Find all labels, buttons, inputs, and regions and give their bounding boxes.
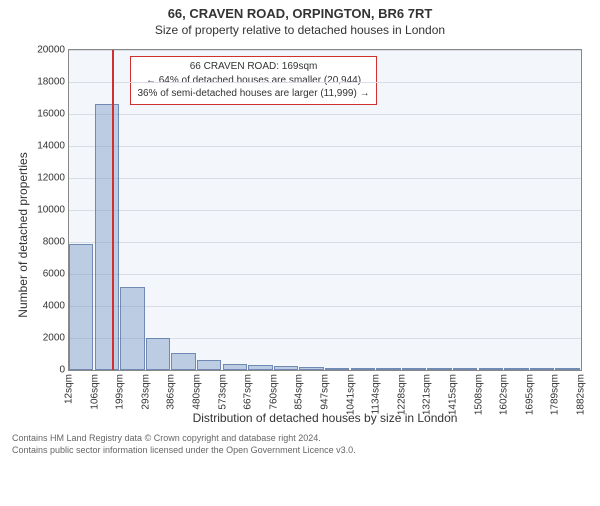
histogram-bar bbox=[197, 360, 221, 370]
chart-plot: 66 CRAVEN ROAD: 169sqm ← 64% of detached… bbox=[68, 49, 582, 371]
y-tick-label: 6000 bbox=[43, 269, 69, 280]
annotation-box: 66 CRAVEN ROAD: 169sqm ← 64% of detached… bbox=[130, 56, 376, 105]
chart-container: Number of detached properties 66 CRAVEN … bbox=[10, 45, 590, 425]
x-tick-label: 1508sqm bbox=[473, 374, 484, 415]
footer: Contains HM Land Registry data © Crown c… bbox=[12, 433, 588, 456]
y-tick-label: 14000 bbox=[37, 141, 69, 152]
histogram-bar bbox=[146, 338, 170, 370]
annotation-line1: 66 CRAVEN ROAD: 169sqm bbox=[137, 60, 369, 74]
footer-line1: Contains HM Land Registry data © Crown c… bbox=[12, 433, 588, 445]
annotation-line2: ← 64% of detached houses are smaller (20… bbox=[137, 74, 369, 88]
x-tick-label: 106sqm bbox=[89, 374, 100, 410]
histogram-bar bbox=[325, 368, 349, 370]
gridline bbox=[69, 114, 581, 115]
gridline bbox=[69, 242, 581, 243]
x-tick-label: 947sqm bbox=[320, 374, 331, 410]
histogram-bar bbox=[530, 368, 554, 370]
y-tick-label: 12000 bbox=[37, 173, 69, 184]
marker-line bbox=[112, 50, 114, 370]
histogram-bar bbox=[504, 368, 528, 370]
y-tick-label: 10000 bbox=[37, 205, 69, 216]
histogram-bar bbox=[351, 368, 375, 370]
histogram-bar bbox=[120, 287, 144, 370]
x-tick-label: 199sqm bbox=[115, 374, 126, 410]
histogram-bar bbox=[427, 368, 451, 370]
x-tick-label: 1602sqm bbox=[499, 374, 510, 415]
gridline bbox=[69, 274, 581, 275]
histogram-bar bbox=[402, 368, 426, 370]
x-axis-label: Distribution of detached houses by size … bbox=[68, 411, 582, 425]
x-tick-label: 1415sqm bbox=[448, 374, 459, 415]
x-tick-label: 12sqm bbox=[64, 374, 75, 404]
y-tick-label: 18000 bbox=[37, 77, 69, 88]
y-tick-label: 8000 bbox=[43, 237, 69, 248]
gridline bbox=[69, 306, 581, 307]
x-tick-label: 293sqm bbox=[140, 374, 151, 410]
page-title: 66, CRAVEN ROAD, ORPINGTON, BR6 7RT bbox=[0, 6, 600, 21]
x-tick-label: 760sqm bbox=[268, 374, 279, 410]
footer-line2: Contains public sector information licen… bbox=[12, 445, 588, 457]
x-tick-label: 1789sqm bbox=[550, 374, 561, 415]
x-tick-label: 1041sqm bbox=[345, 374, 356, 415]
histogram-bar bbox=[453, 368, 477, 370]
x-tick-label: 1695sqm bbox=[524, 374, 535, 415]
y-axis-label: Number of detached properties bbox=[16, 152, 30, 317]
y-tick-label: 2000 bbox=[43, 333, 69, 344]
x-tick-label: 1134sqm bbox=[371, 374, 382, 414]
annotation-line3: 36% of semi-detached houses are larger (… bbox=[137, 87, 369, 101]
gridline bbox=[69, 82, 581, 83]
histogram-bar bbox=[69, 244, 93, 370]
histogram-bar bbox=[299, 367, 323, 370]
x-tick-label: 1882sqm bbox=[576, 374, 587, 415]
histogram-bar bbox=[223, 364, 247, 370]
histogram-bar bbox=[376, 368, 400, 370]
histogram-bar bbox=[248, 365, 272, 370]
gridline bbox=[69, 50, 581, 51]
x-tick-label: 386sqm bbox=[166, 374, 177, 410]
x-tick-label: 854sqm bbox=[294, 374, 305, 410]
histogram-bar bbox=[555, 368, 579, 370]
x-tick-label: 573sqm bbox=[217, 374, 228, 410]
x-tick-label: 480sqm bbox=[192, 374, 203, 410]
page-subtitle: Size of property relative to detached ho… bbox=[0, 23, 600, 37]
histogram-bar bbox=[171, 353, 195, 370]
gridline bbox=[69, 210, 581, 211]
gridline bbox=[69, 146, 581, 147]
y-tick-label: 4000 bbox=[43, 301, 69, 312]
gridline bbox=[69, 178, 581, 179]
x-tick-label: 1228sqm bbox=[396, 374, 407, 415]
y-tick-label: 20000 bbox=[37, 45, 69, 56]
x-tick-label: 1321sqm bbox=[422, 374, 433, 415]
histogram-bar bbox=[479, 368, 503, 370]
histogram-bar bbox=[95, 104, 119, 370]
histogram-bar bbox=[274, 366, 298, 370]
x-tick-label: 667sqm bbox=[243, 374, 254, 410]
y-tick-label: 16000 bbox=[37, 109, 69, 120]
